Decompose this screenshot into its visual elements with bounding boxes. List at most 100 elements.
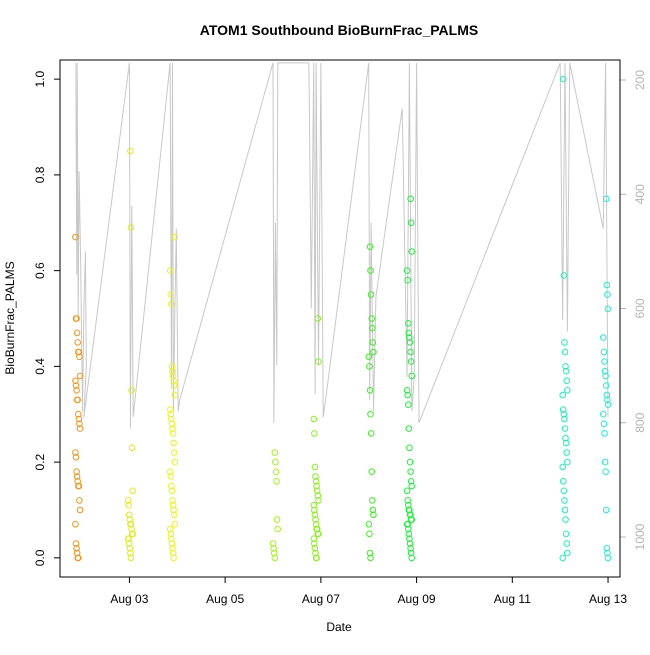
data-point — [171, 521, 179, 528]
data-point — [601, 358, 608, 365]
data-point — [406, 334, 413, 341]
data-point — [367, 554, 374, 562]
data-point — [167, 473, 175, 480]
data-point — [127, 549, 134, 557]
data-point — [168, 540, 176, 547]
x-tick-label: Aug 09 — [398, 592, 436, 606]
data-point — [604, 305, 612, 313]
data-point — [127, 147, 134, 155]
data-point — [73, 545, 80, 552]
data-point — [76, 420, 83, 428]
data-point — [564, 458, 571, 466]
data-point — [166, 267, 174, 274]
data-point — [559, 391, 567, 399]
data-point — [404, 497, 412, 504]
data-point — [72, 382, 80, 389]
data-point — [603, 391, 611, 399]
data-point — [561, 348, 569, 356]
data-point — [73, 329, 81, 337]
data-point — [73, 315, 80, 322]
data-point — [129, 487, 136, 495]
data-point — [407, 219, 415, 227]
y2-tick-label: 600 — [633, 298, 647, 318]
data-point — [168, 482, 175, 490]
data-point — [559, 478, 567, 485]
data-point — [127, 554, 135, 562]
data-point — [168, 300, 175, 308]
data-point — [600, 420, 608, 428]
data-point — [74, 396, 81, 404]
data-point — [600, 410, 607, 418]
data-point — [76, 506, 84, 514]
data-point — [604, 291, 611, 298]
data-point — [273, 516, 281, 523]
data-point — [601, 458, 609, 466]
data-point — [128, 525, 135, 533]
data-point — [74, 478, 81, 485]
data-point — [365, 353, 373, 361]
x-tick-label: Aug 03 — [110, 592, 148, 606]
data-point — [169, 430, 177, 437]
altitude-track-line — [75, 62, 609, 429]
data-point — [166, 468, 174, 476]
data-point — [563, 449, 571, 456]
data-point — [367, 291, 375, 298]
x-axis-label: Date — [326, 620, 352, 634]
data-point — [604, 554, 612, 562]
data-point — [563, 540, 571, 547]
x-tick-label: Aug 07 — [302, 592, 340, 606]
data-point — [601, 367, 609, 375]
x-tick-label: Aug 11 — [494, 592, 531, 606]
data-point — [75, 415, 83, 423]
data-point — [72, 377, 79, 385]
data-point — [408, 554, 416, 562]
y2-tick-label: 1000 — [633, 523, 647, 550]
data-point — [72, 540, 80, 547]
data-point — [604, 549, 611, 557]
data-point — [405, 530, 413, 538]
data-point — [314, 492, 322, 499]
y2-tick-label: 200 — [633, 70, 647, 90]
data-point — [270, 549, 278, 557]
data-point — [271, 449, 279, 456]
data-point — [368, 468, 376, 476]
data-point — [559, 463, 567, 471]
data-point — [560, 487, 568, 495]
chart-title: ATOM1 Southbound BioBurnFrac_PALMS — [200, 22, 478, 38]
data-point — [312, 521, 320, 528]
data-point — [562, 363, 569, 370]
data-point — [127, 224, 135, 231]
data-point — [407, 348, 414, 356]
data-point — [405, 425, 413, 432]
data-point — [408, 516, 416, 523]
x-tick-label: Aug 13 — [589, 592, 627, 606]
data-point — [561, 339, 568, 346]
y2-tick-label: 400 — [633, 184, 647, 204]
data-point — [562, 439, 570, 447]
y-tick-label: 0.8 — [33, 166, 47, 183]
data-point — [166, 525, 174, 533]
data-point — [561, 415, 568, 423]
data-point — [170, 439, 177, 447]
data-point — [407, 545, 414, 552]
data-point — [404, 391, 412, 399]
data-point — [560, 410, 568, 418]
data-point — [72, 449, 79, 456]
data-point — [271, 554, 279, 562]
data-point — [406, 535, 413, 543]
data-point — [366, 549, 374, 557]
data-point — [313, 525, 321, 533]
data-point — [310, 535, 318, 543]
data-point — [166, 406, 174, 413]
data-point — [75, 554, 82, 562]
data-point — [406, 339, 414, 346]
data-point — [367, 267, 374, 274]
data-point — [73, 549, 81, 557]
data-point — [407, 195, 414, 203]
data-point — [312, 473, 319, 480]
altitude-track-layer — [75, 62, 609, 429]
data-point — [169, 497, 176, 504]
data-point — [311, 430, 318, 437]
data-point — [127, 521, 135, 528]
